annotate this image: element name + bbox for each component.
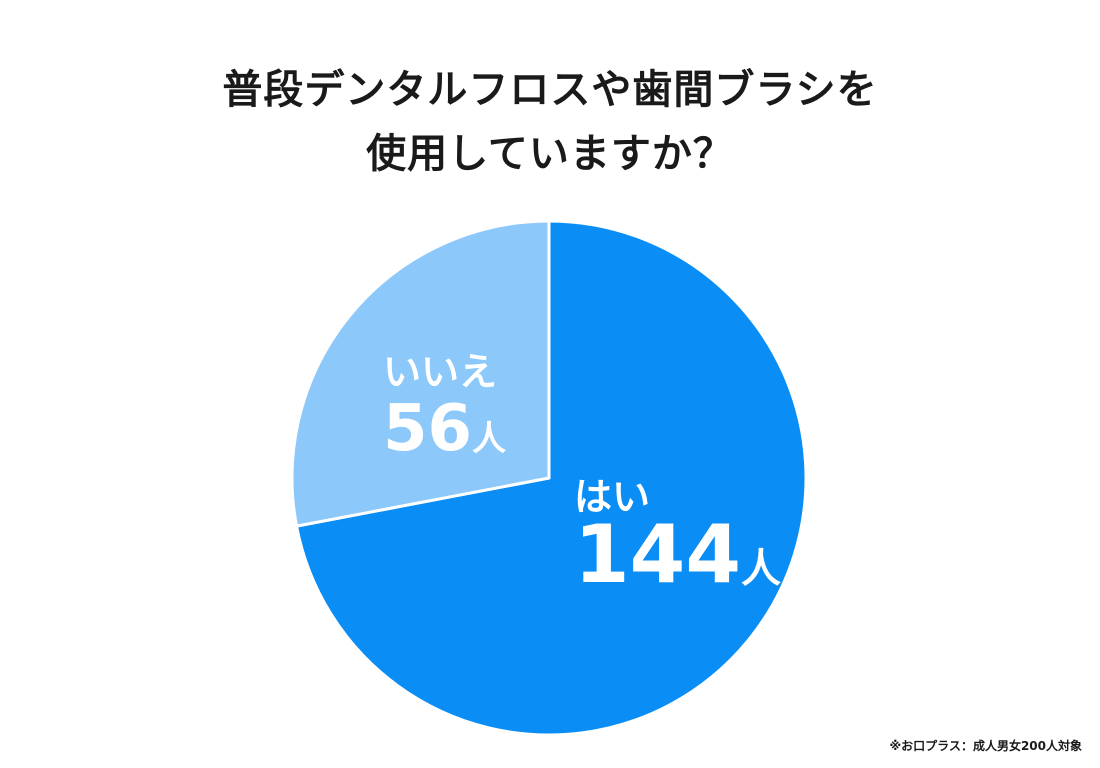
title-line-2: 使用していますか？ [356, 126, 744, 182]
slice-label-no: いいえ [383, 350, 497, 394]
title-line-1: 普段デンタルフロスや歯間ブラシを [212, 62, 888, 118]
chart-title: 普段デンタルフロスや歯間ブラシを 使用していますか？ [0, 62, 1100, 190]
source-footnote: ※お口プラス：成人男女200人対象 [889, 739, 1082, 753]
slice-value-yes-number: 144 [574, 508, 741, 601]
slice-value-yes-unit: 人 [741, 546, 781, 592]
slice-value-no: 56人 [383, 392, 506, 466]
slice-value-no-number: 56 [383, 392, 472, 466]
slice-value-no-unit: 人 [472, 419, 506, 459]
pie-slice-yes [295, 219, 808, 737]
pie-slice-no [290, 219, 551, 528]
slice-label-yes: はい [574, 475, 650, 519]
slice-value-yes: 144人 [574, 508, 781, 601]
